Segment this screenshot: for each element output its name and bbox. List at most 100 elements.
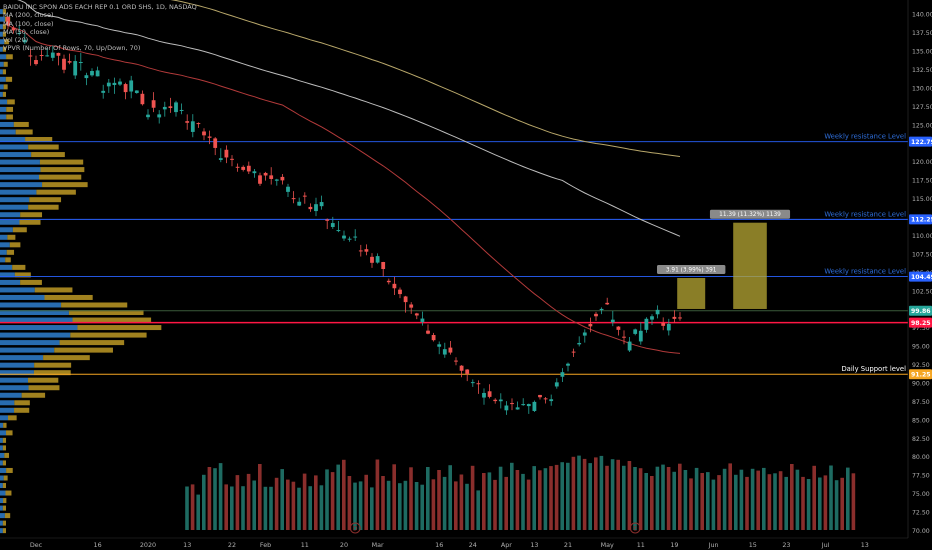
- volume-bar: [571, 456, 576, 530]
- candle-body: [672, 316, 677, 319]
- volume-bar: [269, 486, 273, 530]
- volume-bar: [549, 466, 553, 530]
- vpvr-down-bar: [15, 129, 33, 135]
- candle-body: [358, 250, 363, 252]
- candle-body: [554, 382, 559, 387]
- volume-bar: [358, 481, 363, 530]
- volume-bar: [476, 490, 480, 530]
- vpvr-up-bar: [0, 347, 55, 353]
- candle-body: [291, 198, 296, 200]
- candle-body: [599, 308, 604, 311]
- y-axis-tick-label: 72.50: [912, 510, 930, 517]
- volume-bar: [851, 473, 856, 530]
- volume-bar: [812, 465, 816, 530]
- candle-body: [650, 316, 654, 320]
- candle-body: [482, 392, 486, 398]
- vpvr-up-bar: [0, 325, 78, 331]
- vpvr-down-bar: [29, 197, 62, 203]
- vpvr-down-bar: [28, 204, 59, 210]
- volume-bar: [235, 475, 240, 530]
- candle-body: [90, 71, 94, 76]
- candle-body: [297, 201, 302, 206]
- volume-bar: [818, 477, 822, 530]
- x-axis-tick-label: Dec: [30, 541, 43, 549]
- vpvr-down-bar: [2, 483, 6, 489]
- vpvr-down-bar: [7, 415, 17, 421]
- legend-ma50[interactable]: MA (50, close): [3, 27, 50, 36]
- y-axis-tick-label: 95.00: [912, 344, 930, 351]
- candle-body: [235, 166, 240, 168]
- vpvr-up-bar: [0, 520, 3, 526]
- vpvr-down-bar: [6, 249, 15, 255]
- candle-body: [582, 332, 587, 336]
- candle-body: [258, 175, 262, 184]
- vpvr-up-bar: [0, 91, 3, 97]
- legend-ma200[interactable]: MA (200, close): [3, 11, 54, 20]
- candle-body: [610, 319, 615, 323]
- legend-ma100[interactable]: MA (100, close): [3, 19, 54, 28]
- candle-body: [386, 280, 391, 283]
- volume-bar: [689, 478, 693, 530]
- volume-bar: [319, 485, 324, 530]
- vpvr-up-bar: [0, 39, 5, 45]
- volume-bar: [840, 477, 844, 530]
- target-box-label: 3.91 (3.99%) 391: [666, 268, 717, 274]
- price-badge: [909, 317, 932, 328]
- legend-volume[interactable]: Vol (20): [3, 36, 29, 45]
- vpvr-down-bar: [5, 257, 11, 263]
- candle-body: [56, 52, 61, 56]
- vpvr-down-bar: [4, 452, 10, 458]
- volume-bar: [605, 465, 609, 530]
- candle-body: [280, 176, 285, 181]
- vpvr-up-bar: [0, 249, 7, 255]
- candle-body: [179, 109, 184, 111]
- vpvr-up-bar: [0, 219, 20, 225]
- y-axis-tick-label: 92.50: [912, 362, 930, 369]
- volume-bar: [582, 458, 587, 530]
- vpvr-down-bar: [12, 227, 27, 233]
- candle-body: [146, 114, 150, 118]
- vpvr-down-bar: [20, 279, 42, 285]
- volume-bar: [661, 464, 665, 530]
- volume-bar: [594, 457, 598, 530]
- vpvr-down-bar: [68, 310, 144, 316]
- vpvr-up-bar: [0, 99, 8, 105]
- volume-bar: [392, 464, 396, 530]
- x-axis-tick-label: 16: [435, 541, 443, 549]
- x-axis-tick-label: 21: [564, 541, 572, 549]
- vpvr-up-bar: [0, 340, 60, 346]
- vpvr-down-bar: [2, 9, 6, 15]
- volume-bar: [409, 467, 413, 530]
- x-axis-tick-label: May: [601, 541, 614, 549]
- vpvr-up-bar: [0, 69, 3, 75]
- volume-bar: [767, 474, 772, 530]
- volume-bar: [308, 486, 312, 530]
- vpvr-up-bar: [0, 114, 7, 120]
- vpvr-up-bar: [0, 317, 73, 323]
- vpvr-up-bar: [0, 144, 29, 150]
- level-label: Weekly resistance Level: [824, 268, 906, 276]
- y-axis-tick-label: 125.00: [912, 122, 932, 129]
- level-label: Daily Support level: [841, 365, 906, 373]
- candle-body: [17, 33, 22, 35]
- volume-bar: [560, 462, 564, 530]
- legend-vpvr[interactable]: VPVR (Number Of Rows, 70, Up/Down, 70): [3, 44, 141, 53]
- volume-bar: [347, 476, 352, 530]
- x-axis-tick-label: 22: [228, 541, 236, 549]
- vpvr-up-bar: [0, 355, 44, 361]
- x-axis: Dec 16 2020 13 22 Feb 11 20 Mar 16 24 Apr 13 21 May 11 1…: [0, 537, 932, 550]
- volume-bar: [756, 470, 760, 530]
- volume-bar: [790, 464, 794, 530]
- y-axis-tick-label: 77.50: [912, 473, 930, 480]
- target-box-label-bg: [657, 265, 726, 275]
- y-axis-tick-label: 87.50: [912, 399, 930, 406]
- candle-body: [627, 341, 632, 351]
- price-badge: [909, 136, 932, 147]
- candle-body: [11, 27, 16, 31]
- volume-bar: [213, 468, 217, 530]
- volume-bar: [482, 473, 486, 530]
- candle-body: [314, 204, 318, 212]
- candle-body: [6, 16, 10, 26]
- price-levels: Weekly resistance Level Weekly resistance…: [0, 133, 908, 375]
